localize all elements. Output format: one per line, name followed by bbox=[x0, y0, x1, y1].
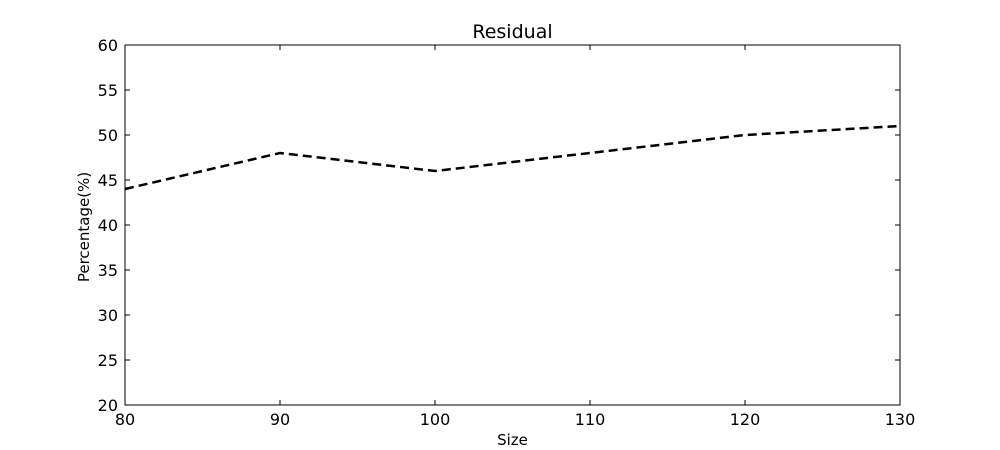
x-tick-label: 80 bbox=[115, 410, 135, 429]
chart-title: Residual bbox=[472, 21, 552, 43]
x-tick-label: 100 bbox=[420, 410, 451, 429]
y-tick-label: 20 bbox=[98, 396, 118, 415]
x-tick-label: 130 bbox=[885, 410, 916, 429]
plot-area: 80 90 100 110 120 130 20 25 30 35 40 45 50 55 60 bbox=[98, 36, 916, 429]
y-tick-label: 45 bbox=[98, 171, 118, 190]
y-tick-label: 60 bbox=[98, 36, 118, 55]
x-tick-label: 90 bbox=[270, 410, 290, 429]
x-tick-label: 110 bbox=[575, 410, 606, 429]
x-tick-label: 120 bbox=[730, 410, 761, 429]
y-tick-label: 55 bbox=[98, 81, 118, 100]
y-tick-label: 30 bbox=[98, 306, 118, 325]
x-axis-label: Size bbox=[497, 431, 528, 449]
y-tick-label: 35 bbox=[98, 261, 118, 280]
y-axis-label: Percentage(%) bbox=[75, 172, 93, 282]
y-tick-label: 50 bbox=[98, 126, 118, 145]
plot-frame bbox=[124, 44, 901, 406]
y-tick-label: 40 bbox=[98, 216, 118, 235]
series-line bbox=[124, 124, 901, 191]
y-tick-label: 25 bbox=[98, 351, 118, 370]
